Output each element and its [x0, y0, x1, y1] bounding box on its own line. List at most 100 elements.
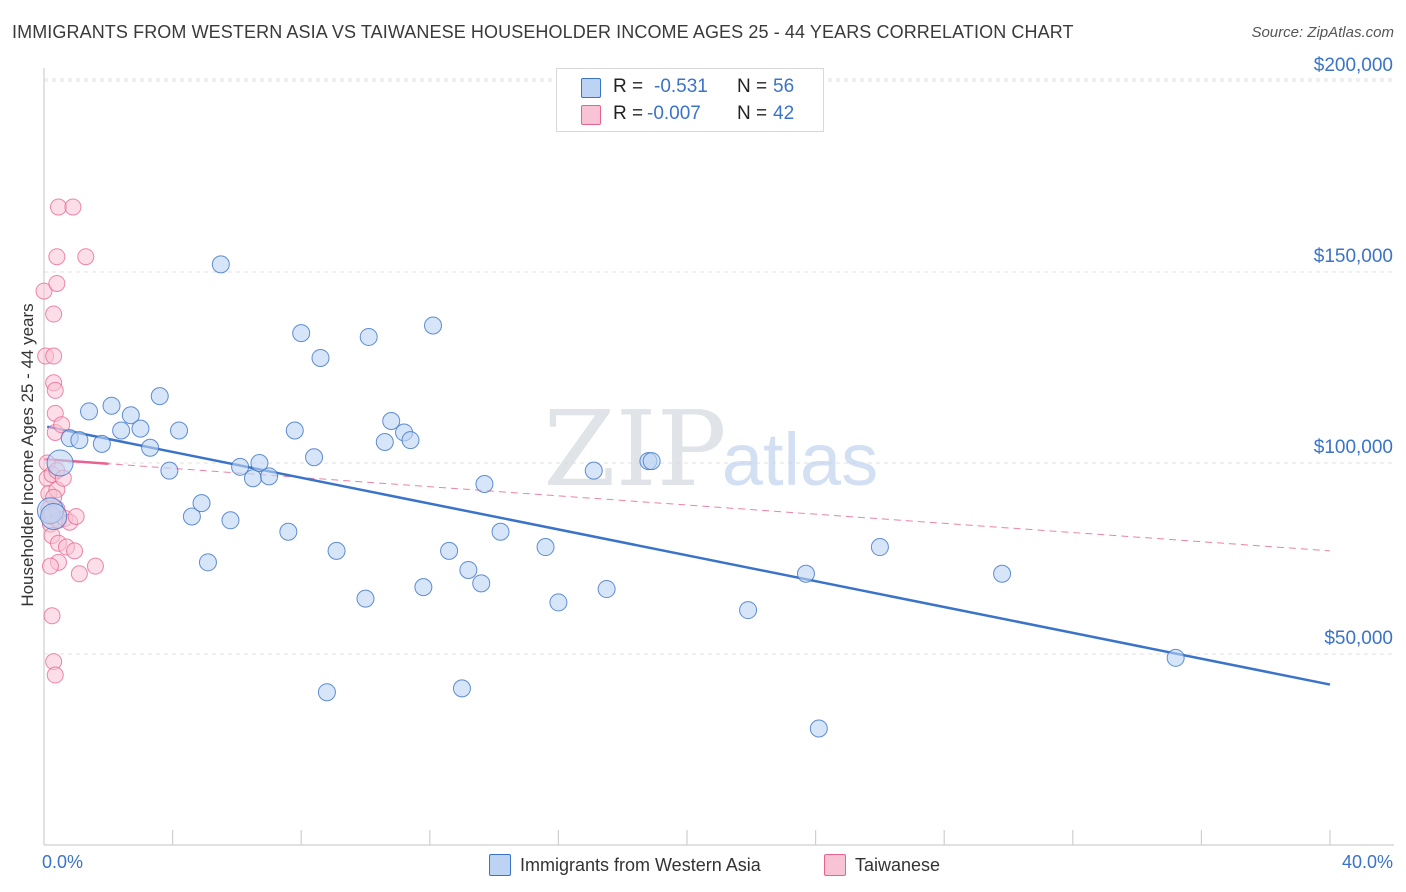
x-tick-max: 40.0%: [1341, 852, 1393, 872]
blue-n-label: N =: [737, 76, 768, 97]
western-asia-point: [292, 324, 311, 343]
western-asia-point: [739, 601, 758, 620]
y-tick-label: $150,000: [1314, 246, 1393, 267]
western-asia-point: [305, 448, 324, 467]
western-asia-point: [260, 467, 279, 486]
source-credit: Source: ZipAtlas.com: [1251, 24, 1394, 41]
western-asia-point: [279, 522, 298, 541]
western-asia-point: [131, 419, 150, 438]
western-asia-point: [211, 255, 230, 274]
correlation-stats-box: R = -0.531 N = 56 R = -0.007 N = 42: [556, 68, 824, 132]
western-asia-point: [70, 431, 89, 450]
legend-label-western-asia: Immigrants from Western Asia: [520, 855, 761, 875]
western-asia-point: [475, 475, 494, 494]
western-asia-point: [1166, 648, 1185, 667]
chart-title: IMMIGRANTS FROM WESTERN ASIA VS TAIWANES…: [12, 22, 1074, 42]
taiwanese-point: [43, 607, 61, 625]
western-asia-point: [401, 431, 420, 450]
taiwanese-point: [46, 381, 64, 399]
western-asia-point: [870, 538, 889, 557]
western-asia-point: [414, 578, 433, 597]
taiwanese-point: [86, 557, 104, 575]
western-asia-point: [102, 396, 121, 415]
western-asia-point: [452, 679, 471, 698]
y-tick-label: $50,000: [1324, 628, 1393, 649]
taiwanese-point: [48, 274, 66, 292]
western-asia-point: [993, 564, 1012, 583]
western-asia-point: [491, 522, 510, 541]
blue-n-value: 56: [773, 76, 795, 97]
western-asia-points: [36, 255, 1185, 738]
western-asia-point: [231, 457, 250, 476]
western-asia-point: [150, 387, 169, 406]
western-asia-point: [584, 461, 603, 480]
taiwanese-point: [77, 248, 95, 266]
taiwanese-point: [45, 347, 63, 365]
x-tick-min: 0.0%: [42, 852, 84, 872]
taiwanese-point: [53, 416, 71, 434]
western-asia-point: [424, 316, 443, 335]
taiwanese-point: [67, 507, 85, 525]
y-tick-label: $100,000: [1314, 437, 1393, 458]
legend-label-taiwanese: Taiwanese: [855, 855, 941, 875]
western-asia-point: [170, 421, 189, 440]
western-asia-point: [112, 421, 131, 440]
pink-n-value: 42: [773, 103, 795, 124]
western-asia-point: [243, 469, 262, 488]
pink-r-value: -0.007: [647, 103, 701, 124]
western-asia-point: [382, 411, 401, 430]
western-asia-point: [359, 327, 378, 346]
pink-r-label: R =: [613, 103, 644, 124]
taiwanese-point: [41, 557, 59, 575]
watermark-zip: ZIP: [543, 388, 726, 510]
pink-swatch: [581, 105, 601, 125]
taiwanese-point: [66, 542, 84, 560]
legend-swatch-pink: [824, 854, 846, 876]
blue-swatch: [581, 78, 601, 98]
gridlines: [44, 78, 1394, 655]
western-asia-point: [642, 452, 661, 471]
western-asia-point: [536, 538, 555, 557]
western-asia-point: [141, 438, 160, 457]
western-asia-point: [597, 580, 616, 599]
western-asia-point: [327, 541, 346, 560]
western-asia-point: [317, 683, 336, 702]
taiwanese-point: [46, 666, 64, 684]
western-asia-point: [250, 454, 269, 472]
western-asia-point: [549, 593, 568, 612]
taiwanese-point: [48, 248, 66, 266]
legend: Immigrants from Western Asia Taiwanese: [0, 851, 1406, 879]
taiwanese-point: [64, 198, 82, 216]
blue-r-value: -0.531: [654, 76, 708, 97]
taiwanese-point: [45, 305, 63, 323]
western-asia-point: [192, 494, 211, 513]
watermark-atlas: atlas: [722, 418, 878, 501]
y-tick-label: $200,000: [1314, 55, 1393, 76]
western-asia-point: [92, 434, 111, 453]
western-asia-point: [121, 406, 140, 425]
western-asia-point: [796, 564, 815, 583]
western-asia-point: [809, 719, 828, 738]
western-asia-point: [375, 432, 394, 451]
western-asia-point: [40, 502, 68, 530]
western-asia-point: [221, 511, 240, 530]
western-asia-point: [440, 541, 459, 560]
western-asia-point: [472, 574, 491, 593]
western-asia-point: [182, 507, 201, 526]
taiwanese-point: [49, 198, 67, 216]
pink-n-label: N =: [737, 103, 768, 124]
western-asia-point: [311, 348, 330, 367]
blue-r-label: R =: [613, 76, 644, 97]
western-asia-point: [285, 421, 304, 440]
western-asia-point: [80, 402, 99, 421]
western-asia-point: [198, 553, 217, 572]
western-asia-point: [459, 560, 478, 579]
taiwanese-point: [70, 565, 88, 583]
taiwanese-trend-line-dashed: [43, 458, 1331, 552]
legend-swatch-blue: [489, 854, 511, 876]
western-asia-point: [160, 461, 179, 480]
taiwanese-point: [35, 282, 53, 300]
y-tick-labels: $50,000 $100,000 $150,000 $200,000: [1314, 55, 1393, 649]
western-asia-point: [46, 449, 74, 477]
